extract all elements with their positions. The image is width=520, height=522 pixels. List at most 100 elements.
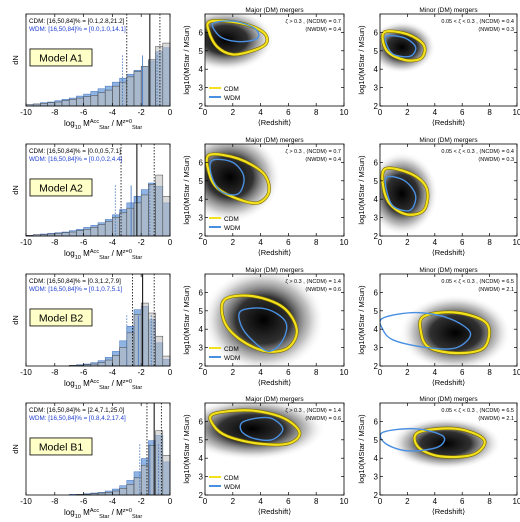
minor-frame bbox=[379, 13, 518, 107]
major-info-line: ζ > 0.3 , ⟨NCDM⟩ = 1.4 bbox=[285, 278, 341, 285]
minor-info-line: ⟨NWDM⟩ = 0.3 bbox=[478, 156, 514, 163]
hist-xtick-label: -2 bbox=[138, 497, 146, 506]
minor-title: Minor (DM) mergers bbox=[419, 396, 478, 403]
minor-xtick-label: 2 bbox=[405, 497, 410, 506]
minor-xlabel: ⟨Redshift⟩ bbox=[432, 118, 465, 127]
hist-xtick-label: -6 bbox=[80, 238, 88, 247]
model-label: Model A2 bbox=[39, 182, 83, 194]
hist-xtick-label: -2 bbox=[138, 238, 146, 247]
minor-cdm-contour bbox=[381, 167, 429, 216]
cdm-hist-bar bbox=[76, 230, 84, 237]
major-ytick-label: 3 bbox=[199, 473, 204, 482]
cdm-hist-bar bbox=[162, 455, 171, 496]
minor-xtick-label: 4 bbox=[433, 108, 438, 117]
major-density-blob bbox=[205, 403, 326, 461]
hist-xtick-label: -8 bbox=[51, 108, 59, 117]
major-legend-wdm-label: WDM bbox=[224, 484, 240, 491]
major-info-line: ζ > 0.3 , ⟨NCDM⟩ = 1.4 bbox=[285, 407, 341, 414]
major-ytick-label: 2 bbox=[199, 362, 204, 371]
hist-wdm-label: WDM: [16,50,84]% = [0.0,0.2,4.4] bbox=[29, 156, 123, 163]
hist-xtick-label: -4 bbox=[109, 108, 117, 117]
minor-xtick-label: 6 bbox=[460, 368, 465, 377]
major-ytick-label: 3 bbox=[199, 84, 204, 93]
major-ytick-label: 4 bbox=[199, 65, 204, 74]
hist-xlabel: log10 MAccStar / Mz=0Star bbox=[64, 119, 142, 131]
minor-xtick-label: 4 bbox=[433, 497, 438, 506]
hist-frame bbox=[25, 13, 171, 107]
minor-xtick-label: 6 bbox=[460, 108, 465, 117]
major-xlabel: ⟨Redshift⟩ bbox=[258, 378, 291, 387]
minor-xlabel: ⟨Redshift⟩ bbox=[432, 248, 465, 257]
major-xlabel: ⟨Redshift⟩ bbox=[258, 248, 291, 257]
hist-xtick-label: -10 bbox=[20, 368, 32, 377]
model-label-box bbox=[29, 178, 93, 197]
major-ytick-label: 4 bbox=[199, 195, 204, 204]
major-xtick-label: 6 bbox=[286, 368, 291, 377]
minor-xtick-label: 8 bbox=[487, 238, 492, 247]
major-xtick-label: 8 bbox=[314, 238, 319, 247]
minor-xtick-label: 10 bbox=[513, 238, 520, 247]
minor-ytick-label: 2 bbox=[374, 491, 379, 500]
minor-ylabel: log10(MStar / MSun) bbox=[357, 155, 366, 225]
cdm-hist-bar bbox=[104, 221, 113, 237]
hist-ylabel: dN bbox=[11, 315, 20, 325]
minor-info-line: ⟨NWDM⟩ = 2.1 bbox=[478, 415, 514, 422]
minor-cdm-contour bbox=[418, 311, 491, 355]
cdm-hist-bar bbox=[83, 96, 92, 107]
minor-wdm-contour bbox=[380, 311, 472, 350]
cdm-hist-bar bbox=[140, 194, 149, 237]
minor-ytick-label: 6 bbox=[374, 158, 379, 167]
major-ylabel: log10(MStar / MSun) bbox=[182, 25, 191, 95]
major-info-line: ⟨NWDM⟩ = 0.6 bbox=[305, 415, 341, 422]
cdm-hist-bar bbox=[61, 100, 70, 107]
cdm-hist-bar bbox=[97, 224, 106, 237]
minor-xtick-label: 8 bbox=[487, 368, 492, 377]
hist-xtick-label: -8 bbox=[51, 238, 59, 247]
cdm-hist-bar bbox=[47, 102, 56, 107]
major-cdm-contour bbox=[208, 409, 301, 446]
minor-ytick-label: 6 bbox=[374, 288, 379, 297]
minor-title: Minor (DM) mergers bbox=[419, 7, 478, 14]
minor-info-line: 0.05 < ζ < 0.3 , ⟨NCDM⟩ = 0.4 bbox=[441, 148, 514, 155]
minor-xtick-label: 10 bbox=[513, 368, 520, 377]
cdm-hist-bar bbox=[133, 202, 142, 237]
cdm-hist-bar bbox=[162, 42, 171, 107]
minor-info-line: 0.05 < ζ < 0.3 , ⟨NCDM⟩ = 0.4 bbox=[441, 18, 514, 25]
minor-xtick-label: 2 bbox=[405, 238, 410, 247]
major-frame bbox=[204, 273, 345, 367]
minor-ylabel: log10(MStar / MSun) bbox=[357, 414, 366, 484]
hist-xtick-label: -10 bbox=[20, 238, 32, 247]
minor-ylabel: log10(MStar / MSun) bbox=[357, 285, 366, 355]
major-xtick-label: 0 bbox=[203, 238, 208, 247]
hist-wdm-label: WDM: [16,50,84]% = [0.0,1.0,14.1] bbox=[29, 26, 126, 33]
cdm-hist-bar bbox=[119, 81, 128, 107]
major-plot-area bbox=[205, 144, 281, 223]
hist-xtick-label: -6 bbox=[80, 108, 88, 117]
minor-xtick-label: 0 bbox=[378, 368, 383, 377]
hist-xtick-label: -6 bbox=[80, 497, 88, 506]
minor-info-line: 0.05 < ζ < 0.3 , ⟨NCDM⟩ = 6.5 bbox=[441, 278, 514, 285]
hist-xtick-label: -4 bbox=[109, 497, 117, 506]
minor-plot-area bbox=[380, 20, 436, 74]
minor-xtick-label: 0 bbox=[378, 238, 383, 247]
hist-frame bbox=[25, 143, 171, 237]
major-xtick-label: 10 bbox=[340, 108, 349, 117]
major-ytick-label: 6 bbox=[199, 288, 204, 297]
major-wdm-contour bbox=[211, 20, 260, 43]
minor-xlabel: ⟨Redshift⟩ bbox=[432, 507, 465, 516]
minor-xtick-label: 2 bbox=[405, 368, 410, 377]
major-xtick-label: 8 bbox=[314, 108, 319, 117]
major-ytick-label: 6 bbox=[199, 417, 204, 426]
minor-frame bbox=[379, 273, 518, 367]
major-wdm-contour bbox=[239, 416, 284, 442]
hist-ylabel: dN bbox=[11, 444, 20, 454]
minor-wdm-contour bbox=[384, 175, 417, 212]
major-info-line: ζ > 0.3 , ⟨NCDM⟩ = 0.7 bbox=[285, 148, 341, 155]
cdm-hist-bar bbox=[119, 347, 128, 367]
major-ytick-label: 6 bbox=[199, 28, 204, 37]
